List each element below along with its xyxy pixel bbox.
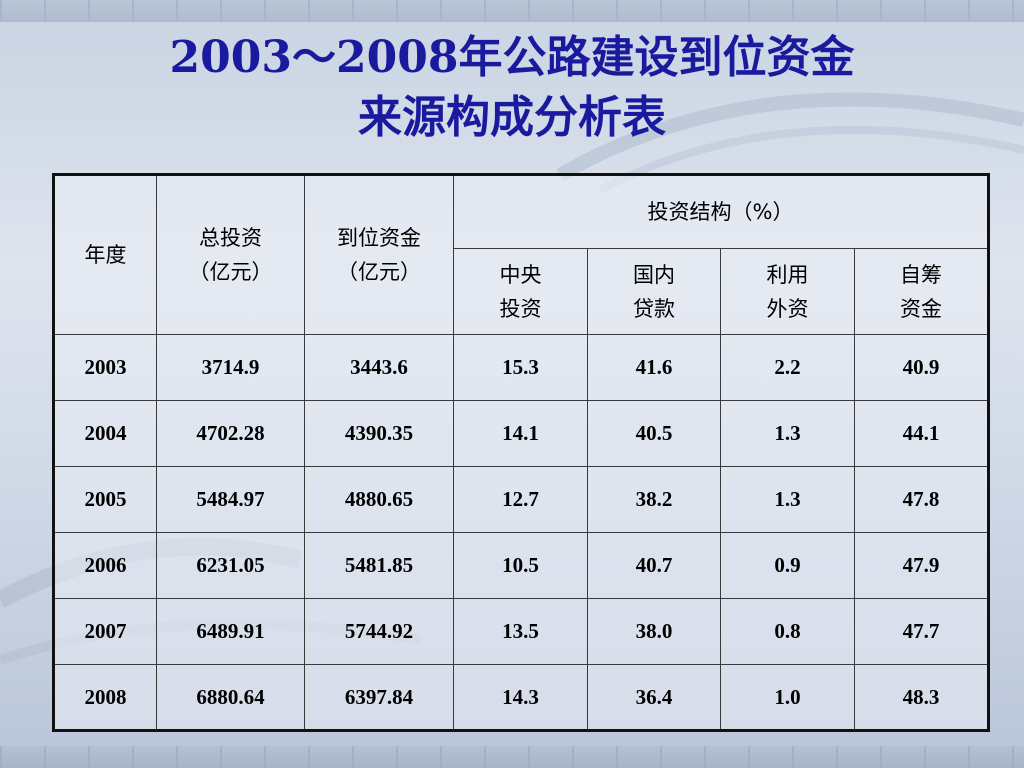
cell-funds-in-place: 4880.65 xyxy=(304,466,454,533)
cell-total-investment: 5484.97 xyxy=(156,466,305,533)
title-line-2: 来源构成分析表 xyxy=(358,92,666,143)
cell-foreign-capital: 0.9 xyxy=(720,532,855,599)
cell-central: 14.1 xyxy=(453,400,588,467)
cell-domestic-loans: 38.2 xyxy=(587,466,721,533)
cell-funds-in-place: 6397.84 xyxy=(304,664,454,731)
cell-funds-in-place: 3443.6 xyxy=(304,334,454,401)
header-foreign-capital: 利用 外资 xyxy=(720,248,855,335)
cell-year: 2007 xyxy=(53,598,157,665)
header-central-line2: 投资 xyxy=(499,296,542,321)
cell-domestic-loans: 36.4 xyxy=(587,664,721,731)
cell-funds-in-place: 5744.92 xyxy=(304,598,454,665)
header-foreign-line1: 利用 xyxy=(766,262,809,287)
header-foreign-line2: 外资 xyxy=(766,296,809,321)
cell-foreign-capital: 1.0 xyxy=(720,664,855,731)
header-funds-in-place-unit: （亿元） xyxy=(337,260,421,284)
table-row: 2007 6489.91 5744.92 13.5 38.0 0.8 47.7 xyxy=(53,598,990,665)
cell-total-investment: 3714.9 xyxy=(156,334,305,401)
cell-central: 13.5 xyxy=(453,598,588,665)
cell-total-investment: 6880.64 xyxy=(156,664,305,731)
cell-self-raised: 40.9 xyxy=(853,334,990,401)
cell-foreign-capital: 1.3 xyxy=(720,400,855,467)
cell-foreign-capital: 0.8 xyxy=(720,598,855,665)
cell-year: 2004 xyxy=(53,400,157,467)
slide-title: 2003～2008年公路建设到位资金 来源构成分析表 xyxy=(0,28,1024,148)
cell-self-raised: 48.3 xyxy=(853,664,990,731)
header-self-raised-line2: 资金 xyxy=(900,296,943,321)
header-year: 年度 xyxy=(53,174,157,335)
brick-pattern-top xyxy=(0,0,1024,22)
header-investment-structure: 投资结构（%） xyxy=(452,174,990,249)
header-domestic-loans: 国内 贷款 xyxy=(587,248,721,335)
cell-year: 2006 xyxy=(53,532,157,599)
cell-domestic-loans: 40.7 xyxy=(587,532,721,599)
cell-self-raised: 47.9 xyxy=(853,532,990,599)
cell-domestic-loans: 40.5 xyxy=(587,400,721,467)
brick-pattern-bottom xyxy=(0,746,1024,768)
header-central-investment: 中央 投资 xyxy=(453,248,588,335)
title-line-1: 2003～2008年公路建设到位资金 xyxy=(169,32,855,83)
cell-self-raised: 44.1 xyxy=(853,400,990,467)
cell-total-investment: 6231.05 xyxy=(156,532,305,599)
cell-domestic-loans: 41.6 xyxy=(587,334,721,401)
header-self-raised-line1: 自筹 xyxy=(900,262,943,287)
header-self-raised: 自筹 资金 xyxy=(853,248,990,335)
cell-foreign-capital: 2.2 xyxy=(720,334,855,401)
cell-central: 10.5 xyxy=(453,532,588,599)
cell-self-raised: 47.8 xyxy=(853,466,990,533)
table-row: 2008 6880.64 6397.84 14.3 36.4 1.0 48.3 xyxy=(53,664,990,731)
cell-year: 2008 xyxy=(53,664,157,731)
header-total-investment: 总投资 （亿元） xyxy=(156,174,305,335)
cell-domestic-loans: 38.0 xyxy=(587,598,721,665)
table-subheader-row: 中央 投资 国内 贷款 利用 外资 自筹 资金 xyxy=(54,248,990,335)
cell-year: 2005 xyxy=(53,466,157,533)
header-total-investment-label: 总投资 xyxy=(199,226,262,250)
table-row: 2005 5484.97 4880.65 12.7 38.2 1.3 47.8 xyxy=(53,466,990,533)
table-row: 2006 6231.05 5481.85 10.5 40.7 0.9 47.9 xyxy=(53,532,990,599)
cell-total-investment: 6489.91 xyxy=(156,598,305,665)
cell-foreign-capital: 1.3 xyxy=(720,466,855,533)
cell-central: 12.7 xyxy=(453,466,588,533)
header-domestic-line2: 贷款 xyxy=(633,296,675,321)
cell-total-investment: 4702.28 xyxy=(156,400,305,467)
header-funds-in-place: 到位资金 （亿元） xyxy=(304,174,454,335)
funding-source-table: 年度 总投资 （亿元） 到位资金 （亿元） 投资结构（%） 中央 投资 国内 贷… xyxy=(52,173,991,732)
cell-central: 14.3 xyxy=(453,664,588,731)
header-funds-in-place-label: 到位资金 xyxy=(337,226,421,250)
cell-central: 15.3 xyxy=(453,334,588,401)
table-row: 2003 3714.9 3443.6 15.3 41.6 2.2 40.9 xyxy=(53,334,990,401)
table-header-row: 年度 总投资 （亿元） 到位资金 （亿元） 投资结构（%） xyxy=(53,174,990,335)
header-central-line1: 中央 xyxy=(499,262,542,287)
cell-funds-in-place: 5481.85 xyxy=(304,532,454,599)
cell-year: 2003 xyxy=(53,334,157,401)
header-domestic-line1: 国内 xyxy=(633,262,675,287)
header-total-investment-unit: （亿元） xyxy=(188,260,273,284)
cell-self-raised: 47.7 xyxy=(853,598,990,665)
table-row: 2004 4702.28 4390.35 14.1 40.5 1.3 44.1 xyxy=(53,400,990,467)
cell-funds-in-place: 4390.35 xyxy=(304,400,454,467)
